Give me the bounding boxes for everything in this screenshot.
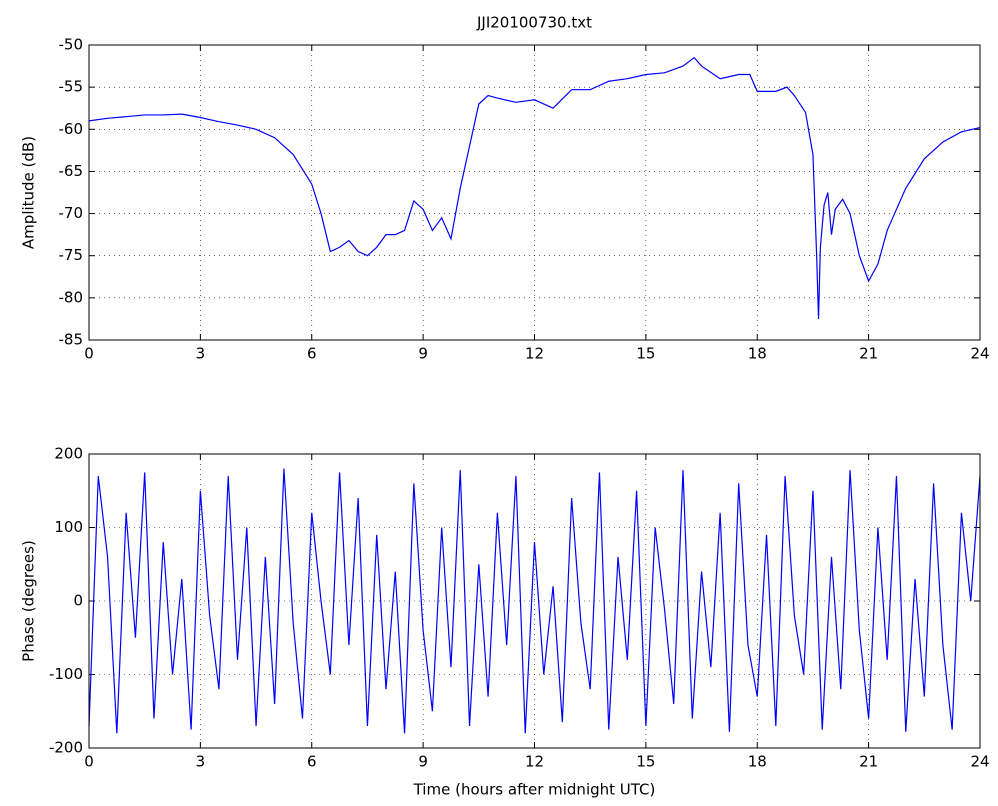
x-tick-label: 12 (525, 753, 544, 771)
axes-frame (88, 453, 981, 749)
x-tick-label: 21 (859, 345, 878, 363)
y-tick-label: -200 (49, 739, 83, 757)
y-axis-label: Amplitude (dB) (20, 136, 38, 249)
y-tick-label: -75 (59, 246, 84, 264)
y-tick-label: -55 (59, 78, 84, 96)
axes-frame (88, 44, 981, 341)
x-tick-label: 9 (418, 345, 428, 363)
x-tick-label: 24 (970, 345, 989, 363)
x-axis-label: Time (hours after midnight UTC) (413, 781, 656, 799)
y-tick-label: 0 (73, 592, 83, 610)
x-tick-label: 18 (748, 753, 767, 771)
x-tick-label: 6 (307, 753, 317, 771)
x-tick-label: 15 (636, 753, 655, 771)
chart-title: JJI20100730.txt (476, 14, 592, 32)
y-tick-label: 100 (54, 518, 83, 536)
x-tick-label: 6 (307, 345, 317, 363)
y-tick-label: 200 (54, 445, 83, 463)
x-tick-label: 3 (196, 753, 206, 771)
x-tick-label: 0 (84, 345, 94, 363)
y-tick-label: -80 (59, 288, 84, 306)
x-tick-label: 21 (859, 753, 878, 771)
x-tick-label: 24 (970, 753, 989, 771)
x-tick-label: 3 (196, 345, 206, 363)
x-tick-label: 15 (636, 345, 655, 363)
data-line (88, 56, 981, 319)
x-tick-label: 12 (525, 345, 544, 363)
x-tick-label: 18 (748, 345, 767, 363)
y-tick-label: -50 (59, 36, 84, 54)
y-tick-label: -70 (59, 204, 84, 222)
y-tick-label: -60 (59, 120, 84, 138)
y-tick-label: -85 (59, 331, 84, 349)
x-tick-label: 0 (84, 753, 94, 771)
y-axis-label: Phase (degrees) (20, 540, 38, 662)
y-tick-label: -100 (49, 665, 83, 683)
y-tick-label: -65 (59, 162, 84, 180)
x-tick-label: 9 (418, 753, 428, 771)
data-line (88, 468, 981, 734)
